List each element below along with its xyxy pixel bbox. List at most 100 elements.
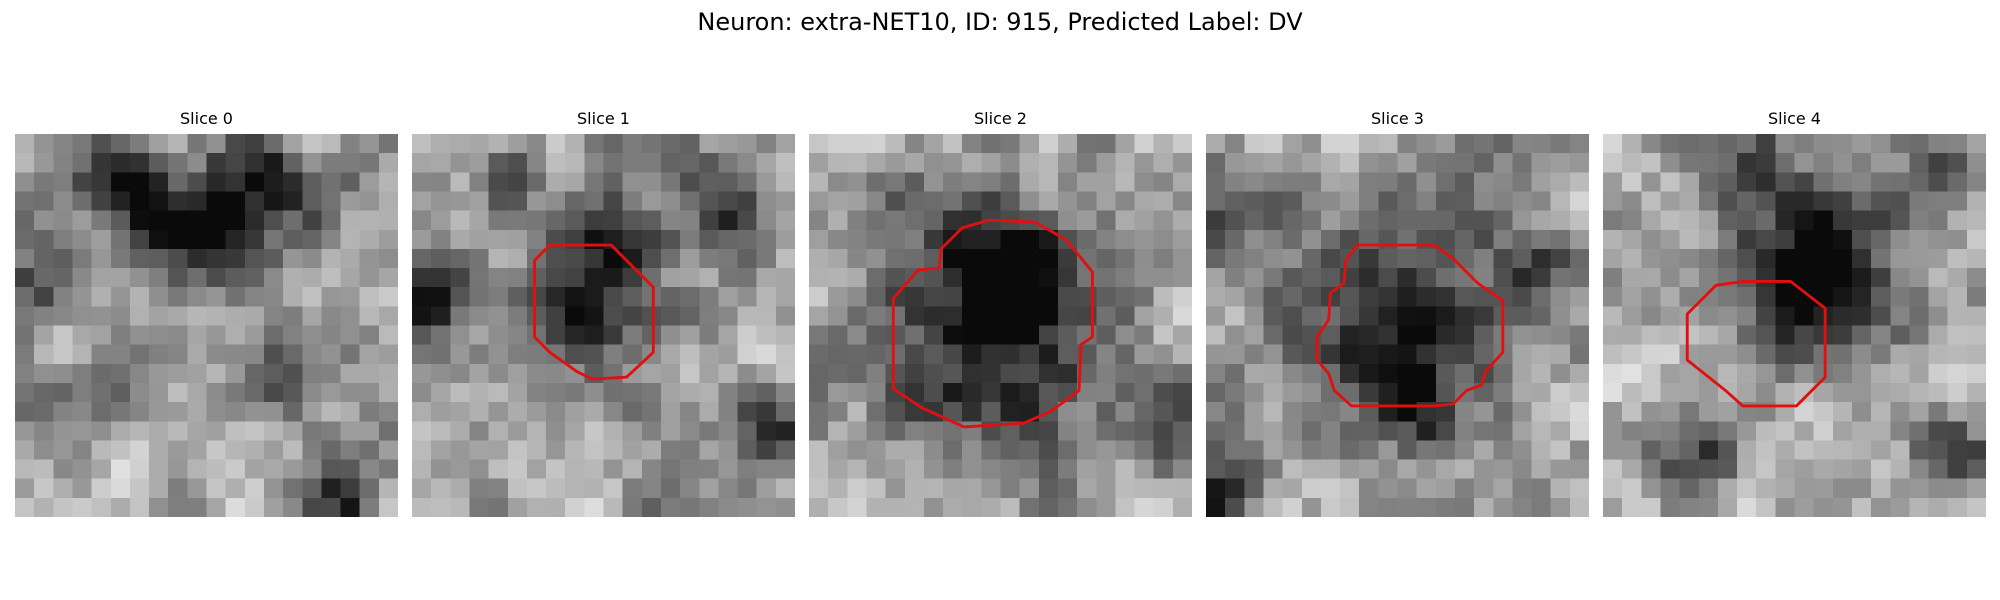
image-pixel (1206, 460, 1226, 480)
image-pixel (546, 249, 566, 269)
image-pixel (1115, 153, 1135, 173)
image-pixel (1833, 230, 1853, 250)
image-pixel (1551, 249, 1571, 269)
image-pixel (1660, 268, 1680, 288)
slice-title: Slice 4 (1603, 108, 1986, 134)
image-pixel (1096, 230, 1116, 250)
image-pixel (1283, 230, 1303, 250)
image-pixel (1929, 249, 1949, 269)
image-pixel (1154, 191, 1174, 211)
image-pixel (1206, 383, 1226, 403)
image-pixel (828, 306, 848, 326)
image-pixel (1603, 383, 1623, 403)
image-pixel (1058, 345, 1078, 365)
image-pixel (738, 440, 758, 460)
image-pixel (1474, 345, 1494, 365)
image-pixel (1909, 306, 1929, 326)
image-pixel (1967, 421, 1986, 441)
image-pixel (962, 421, 982, 441)
image-pixel (1493, 383, 1513, 403)
image-pixel (1603, 287, 1623, 307)
image-pixel (546, 268, 566, 288)
image-pixel (1039, 326, 1059, 346)
image-pixel (1890, 326, 1910, 346)
image-pixel (1493, 440, 1513, 460)
image-pixel (1532, 498, 1552, 517)
image-pixel (1417, 345, 1437, 365)
image-pixel (1795, 421, 1815, 441)
image-pixel (738, 306, 758, 326)
image-pixel (661, 421, 681, 441)
image-pixel (1398, 268, 1418, 288)
image-pixel (1283, 364, 1303, 384)
image-pixel (943, 230, 963, 250)
image-pixel (1244, 498, 1264, 517)
image-pixel (642, 153, 662, 173)
image-pixel (1909, 249, 1929, 269)
image-pixel (1929, 268, 1949, 288)
image-pixel (565, 479, 585, 499)
image-pixel (1398, 479, 1418, 499)
image-pixel (92, 172, 112, 192)
image-pixel (981, 172, 1001, 192)
image-pixel (1833, 383, 1853, 403)
image-pixel (1967, 460, 1986, 480)
image-pixel (943, 440, 963, 460)
image-pixel (1833, 153, 1853, 173)
image-pixel (1263, 191, 1283, 211)
image-pixel (1814, 326, 1834, 346)
image-pixel (302, 249, 322, 269)
image-pixel (1321, 134, 1341, 154)
image-pixel (623, 306, 643, 326)
image-pixel (1852, 172, 1872, 192)
image-pixel (623, 326, 643, 346)
image-pixel (546, 383, 566, 403)
image-pixel (1551, 211, 1571, 231)
image-pixel (168, 134, 188, 154)
image-pixel (1417, 479, 1437, 499)
image-pixel (1359, 172, 1379, 192)
image-pixel (809, 440, 829, 460)
image-pixel (187, 440, 207, 460)
image-pixel (1077, 460, 1097, 480)
image-pixel (924, 498, 944, 517)
image-pixel (1551, 383, 1571, 403)
image-pixel (1948, 364, 1968, 384)
image-pixel (1398, 134, 1418, 154)
image-pixel (1699, 230, 1719, 250)
image-pixel (450, 191, 470, 211)
image-pixel (738, 191, 758, 211)
image-pixel (718, 326, 738, 346)
image-pixel (1173, 421, 1192, 441)
image-pixel (111, 134, 131, 154)
image-pixel (757, 134, 777, 154)
image-pixel (1321, 211, 1341, 231)
image-pixel (207, 326, 227, 346)
image-pixel (776, 421, 795, 441)
image-pixel (1154, 287, 1174, 307)
image-pixel (1340, 249, 1360, 269)
image-pixel (1378, 211, 1398, 231)
image-pixel (1603, 172, 1623, 192)
image-pixel (1641, 230, 1661, 250)
image-pixel (360, 211, 380, 231)
image-pixel (207, 134, 227, 154)
image-pixel (226, 306, 246, 326)
image-pixel (1096, 211, 1116, 231)
image-pixel (111, 364, 131, 384)
image-pixel (283, 172, 303, 192)
image-pixel (1756, 172, 1776, 192)
image-pixel (130, 383, 150, 403)
image-pixel (1244, 249, 1264, 269)
image-pixel (1775, 364, 1795, 384)
image-pixel (92, 230, 112, 250)
image-pixel (584, 287, 604, 307)
image-pixel (1398, 460, 1418, 480)
image-pixel (1967, 479, 1986, 499)
image-pixel (866, 211, 886, 231)
image-pixel (1436, 172, 1456, 192)
image-pixel (1096, 479, 1116, 499)
image-pixel (1283, 306, 1303, 326)
image-pixel (1660, 306, 1680, 326)
image-pixel (283, 383, 303, 403)
